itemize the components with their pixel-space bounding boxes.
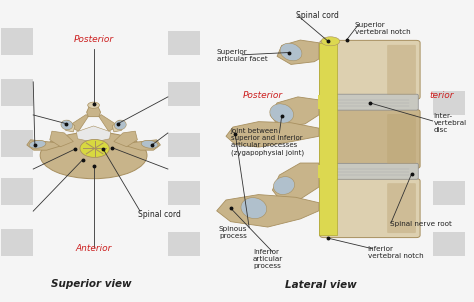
- Polygon shape: [277, 40, 319, 64]
- Ellipse shape: [270, 104, 293, 123]
- Bar: [168, 232, 201, 256]
- Polygon shape: [319, 43, 337, 235]
- Text: Spinal nerve root: Spinal nerve root: [390, 221, 452, 227]
- Text: Spinous
process: Spinous process: [219, 226, 247, 239]
- Ellipse shape: [114, 120, 126, 130]
- Text: Superior view: Superior view: [51, 279, 132, 289]
- Bar: [0, 178, 33, 205]
- FancyBboxPatch shape: [387, 45, 416, 95]
- Text: Superior
articular facet: Superior articular facet: [217, 49, 267, 62]
- Text: Joint between
superior and inferior
articular processes
(zygapophysial joint): Joint between superior and inferior arti…: [231, 128, 304, 156]
- Ellipse shape: [273, 177, 294, 194]
- Polygon shape: [270, 97, 319, 127]
- Polygon shape: [112, 120, 125, 132]
- Bar: [168, 181, 201, 205]
- Polygon shape: [50, 131, 73, 147]
- Ellipse shape: [241, 198, 267, 219]
- FancyBboxPatch shape: [320, 179, 420, 238]
- Polygon shape: [126, 140, 160, 150]
- Ellipse shape: [40, 132, 147, 179]
- Polygon shape: [76, 126, 111, 142]
- Polygon shape: [71, 114, 88, 131]
- Ellipse shape: [280, 43, 302, 61]
- Polygon shape: [27, 140, 62, 150]
- Ellipse shape: [80, 140, 109, 157]
- FancyBboxPatch shape: [326, 94, 418, 110]
- FancyBboxPatch shape: [320, 40, 420, 99]
- FancyBboxPatch shape: [318, 165, 337, 178]
- FancyBboxPatch shape: [387, 183, 416, 233]
- Ellipse shape: [61, 120, 73, 130]
- Bar: [0, 28, 33, 55]
- Text: Posterior: Posterior: [243, 91, 283, 100]
- Bar: [0, 130, 33, 157]
- Text: Inferior
articular
process: Inferior articular process: [253, 249, 283, 269]
- Bar: [168, 133, 201, 157]
- Polygon shape: [226, 122, 319, 147]
- Text: Inferior
vertebral notch: Inferior vertebral notch: [368, 246, 423, 259]
- FancyBboxPatch shape: [320, 110, 420, 169]
- Polygon shape: [87, 104, 100, 117]
- Polygon shape: [217, 194, 319, 227]
- FancyBboxPatch shape: [318, 95, 337, 109]
- Text: Superior
vertebral notch: Superior vertebral notch: [355, 22, 410, 35]
- FancyBboxPatch shape: [387, 114, 416, 164]
- Polygon shape: [99, 114, 116, 131]
- Text: Anterior: Anterior: [75, 244, 112, 253]
- Bar: [433, 181, 465, 205]
- Ellipse shape: [88, 102, 100, 108]
- Bar: [0, 79, 33, 106]
- Polygon shape: [63, 120, 75, 132]
- Ellipse shape: [141, 140, 158, 148]
- Text: Spinal cord: Spinal cord: [138, 210, 181, 219]
- Polygon shape: [114, 131, 137, 147]
- Bar: [433, 232, 465, 256]
- Bar: [168, 82, 201, 106]
- Text: Lateral view: Lateral view: [285, 280, 357, 290]
- Bar: [433, 91, 465, 115]
- FancyBboxPatch shape: [326, 163, 418, 179]
- Ellipse shape: [321, 37, 340, 46]
- Bar: [0, 229, 33, 256]
- Bar: [168, 31, 201, 55]
- Text: Inter-
vertebral
disc: Inter- vertebral disc: [434, 114, 467, 133]
- Text: terior: terior: [429, 91, 454, 100]
- Polygon shape: [273, 163, 319, 202]
- Text: Spinal cord: Spinal cord: [296, 11, 338, 20]
- Ellipse shape: [29, 140, 46, 148]
- Text: Posterior: Posterior: [73, 35, 114, 44]
